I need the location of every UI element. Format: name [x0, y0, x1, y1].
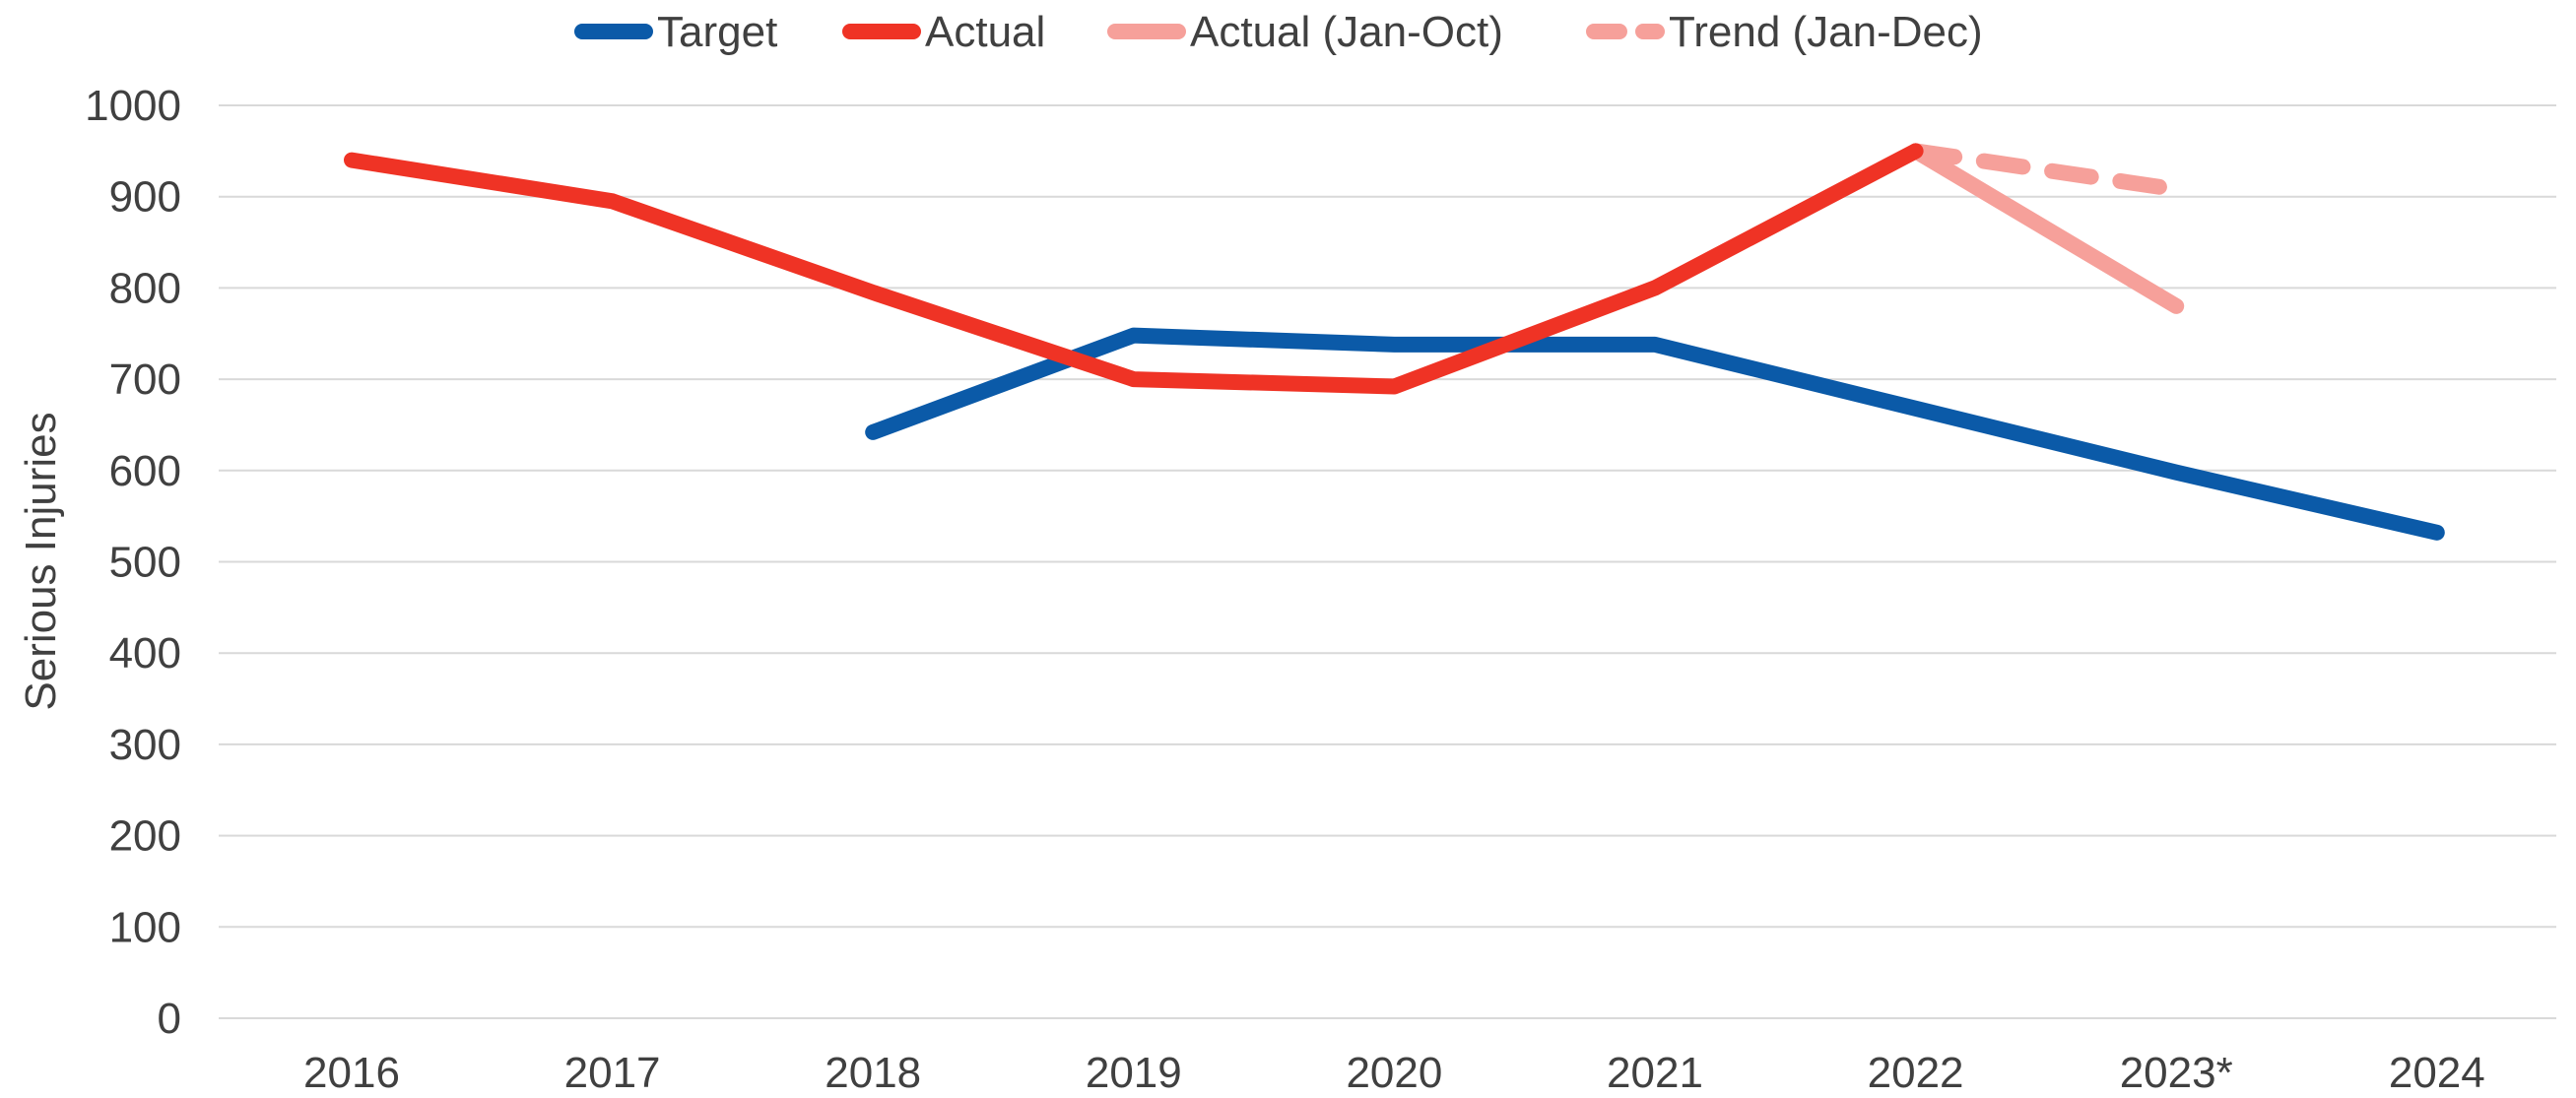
x-tick-label: 2023*	[2120, 1049, 2233, 1093]
legend-item-target: Target	[574, 8, 777, 56]
series-line-target	[865, 327, 2445, 541]
y-tick-label: 900	[109, 173, 181, 222]
y-tick-label: 1000	[85, 82, 181, 130]
x-axis-tick-labels: 2016 2017 2018 2019 2020 2021 2022 2023* 2024	[303, 1049, 2485, 1097]
gridlines	[219, 104, 2556, 1019]
legend-item-actual: Actual	[842, 8, 1045, 56]
y-tick-label: 200	[109, 812, 181, 861]
x-tick-label: 2022	[1868, 1049, 1964, 1093]
series-lines	[344, 143, 2445, 541]
y-tick-label: 300	[109, 721, 181, 769]
y-tick-label: 0	[158, 995, 181, 1043]
y-tick-label: 500	[109, 539, 181, 587]
x-tick-label: 2017	[564, 1049, 661, 1093]
x-tick-label: 2024	[2389, 1049, 2485, 1093]
y-tick-label: 400	[109, 629, 181, 678]
legend-item-actual-jan-oct: Actual (Jan-Oct)	[1107, 8, 1503, 56]
y-axis-title: Serious Injuries	[17, 412, 65, 710]
legend-label: Trend (Jan-Dec)	[1669, 8, 1983, 56]
y-tick-label: 800	[109, 264, 181, 312]
y-tick-label: 600	[109, 447, 181, 495]
legend: Target Actual Actual (Jan-Oct) Trend (Jan-D…	[574, 8, 1983, 56]
y-axis-tick-labels: 0 100 200 300 400 500 600 700 800 900 1000	[85, 82, 181, 1043]
legend-item-trend-jan-dec: Trend (Jan-Dec)	[1586, 8, 1983, 56]
x-tick-label: 2021	[1607, 1049, 1703, 1093]
x-tick-label: 2019	[1086, 1049, 1182, 1093]
series-line-trend-jan-dec	[1907, 143, 2185, 198]
series-line-actual-jan-oct	[1907, 143, 2185, 314]
legend-label: Target	[657, 8, 777, 56]
x-tick-label: 2016	[303, 1049, 400, 1093]
legend-label: Actual	[925, 8, 1045, 56]
y-tick-label: 700	[109, 355, 181, 404]
y-tick-label: 100	[109, 903, 181, 951]
x-tick-label: 2018	[825, 1049, 921, 1093]
x-tick-label: 2020	[1346, 1049, 1442, 1093]
series-line-actual	[344, 143, 1924, 395]
legend-label: Actual (Jan-Oct)	[1190, 8, 1503, 56]
